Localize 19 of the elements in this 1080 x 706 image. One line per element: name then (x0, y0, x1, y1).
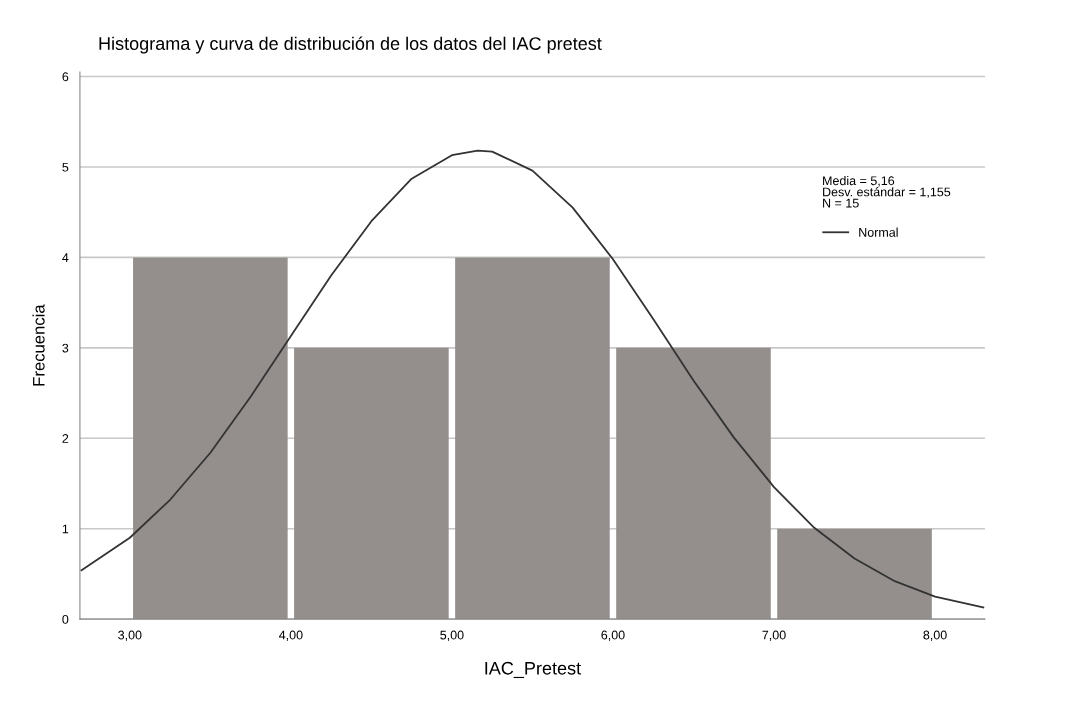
y-axis-title: Frecuencia (32, 304, 45, 386)
x-tick-label: 4,00 (279, 630, 303, 641)
x-axis-title: IAC_Pretest (485, 661, 581, 679)
legend-label: Normal (859, 227, 898, 237)
y-tick-label: 1 (62, 524, 69, 534)
annotation: Media = 5,16 Desv. estándar = 1,155 N = 15 (823, 175, 951, 208)
x-tick-label: 7,00 (762, 630, 786, 641)
x-tick-label: 5,00 (440, 630, 464, 641)
y-tick-label: 2 (62, 434, 69, 443)
chart-title: Histograma y curva de distribución de los datos del IAC pretest (99, 36, 602, 54)
y-tick-label: 5 (62, 162, 69, 172)
y-tick-label: 0 (62, 614, 69, 624)
line-series (80, 149, 985, 609)
x-tick-label: 3,00 (118, 630, 142, 641)
y-tick-label: 6 (62, 72, 69, 82)
x-tick-label: 6,00 (601, 630, 625, 641)
y-tick-label: 4 (62, 253, 69, 262)
x-tick-label: 8,00 (923, 630, 947, 641)
y-tick-label: 3 (62, 343, 69, 353)
